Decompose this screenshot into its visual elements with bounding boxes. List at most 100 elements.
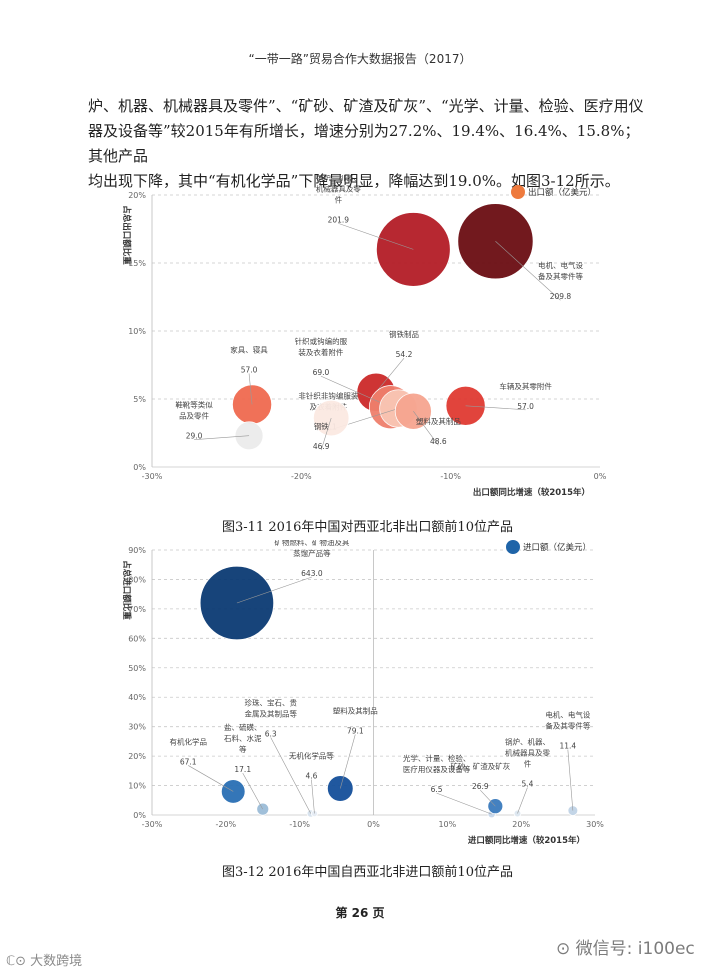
y-tick-label: 80% — [128, 575, 146, 584]
page-number: 第 26 页 — [335, 906, 385, 920]
y-tick-label: 10% — [128, 327, 146, 336]
leader-line — [248, 373, 253, 405]
bubble-value: 643.0 — [301, 569, 323, 578]
x-tick-label: -20% — [291, 472, 312, 481]
leader-line — [242, 772, 264, 810]
bubble-label: 锅炉、机器、 — [316, 175, 361, 182]
bubble — [394, 392, 432, 430]
bubble-label: 电机、电气设 — [545, 710, 590, 720]
bubble — [220, 779, 246, 804]
y-tick-label: 30% — [128, 723, 146, 732]
x-axis-title: 出口额同比增速（较2015年） — [473, 487, 590, 498]
bubble-label: 医疗用仪器及设备等 — [403, 764, 471, 774]
body-paragraph: 炉、机器、机械器具及零件”、“矿砂、矿渣及矿灰”、“光学、计量、检验、医疗用仪 … — [88, 94, 648, 194]
leader-line — [311, 779, 315, 814]
bubble-value: 57.0 — [517, 402, 534, 411]
bubble-value: 69.0 — [313, 368, 330, 377]
bubble-label: 光学、计量、检验、 — [403, 753, 471, 763]
leader-line — [567, 749, 574, 811]
x-tick-label: 0% — [367, 820, 380, 829]
y-tick-label: 90% — [128, 546, 146, 555]
x-tick-label: -10% — [289, 820, 310, 829]
bubble-value: 79.1 — [347, 727, 364, 736]
import-bubble-chart: 0% 10% 20% 30% 40% 50% 60% 70% 80% 90% -30% -20% -10… — [121, 540, 604, 845]
bubble-label: 件 — [524, 759, 532, 769]
bubble-value: 54.2 — [396, 350, 413, 359]
bubble-label: 装及衣着附件 — [298, 347, 343, 357]
legend-marker — [506, 540, 520, 554]
wechat-icon: ⊙ — [556, 939, 576, 959]
paragraph-line: 器及设备等”较2015年有所增长，增速分别为27.2%、19.4%、16.4%、… — [88, 122, 640, 165]
paragraph-line: 炉、机器、机械器具及零件”、“矿砂、矿渣及矿灰”、“光学、计量、检验、医疗用仪 — [88, 97, 644, 115]
bubble-label: 盐、硫磺、 — [224, 722, 262, 732]
bubble-value: 6.3 — [265, 730, 277, 739]
legend-label: 进口额（亿美元） — [523, 542, 591, 553]
export-bubble-chart: 0% 5% 10% 15% 20% -30% -20% -10% 0% 占总出口额比重出口额同比增… — [121, 175, 607, 498]
bubble-label: 蒸馏产品等 — [293, 548, 331, 558]
y-tick-label: 15% — [128, 259, 146, 268]
legend-marker — [511, 185, 525, 199]
bubble-value: 57.0 — [241, 365, 258, 374]
bubble-value: 209.8 — [550, 292, 572, 301]
y-tick-label: 10% — [128, 782, 146, 791]
leader-line — [320, 375, 392, 408]
x-tick-label: 30% — [586, 820, 604, 829]
bubble-label: 无机化学品等 — [289, 751, 334, 761]
bubble-label: 石料、水泥 — [224, 733, 262, 743]
bubble-value: 17.1 — [234, 765, 251, 774]
figure-caption-3-11: 图3-11 2016年中国对西亚北非出口额前10位产品 — [222, 520, 513, 535]
y-axis-title: 占总出口额比重 — [121, 205, 132, 265]
x-tick-label: -30% — [142, 820, 163, 829]
leader-line — [495, 241, 561, 301]
bubble-label: 塑料及其制品 — [416, 416, 461, 426]
y-axis-title: 占总进口额比重 — [121, 560, 132, 620]
leader-line — [339, 734, 356, 789]
watermark-left: ℂ⊙ 大数跨境 — [6, 954, 83, 969]
bubble-value: 4.6 — [305, 772, 317, 781]
bubble-label: 机械器具及零 — [316, 183, 361, 193]
bubble — [457, 203, 534, 280]
leader-line — [236, 576, 313, 604]
y-tick-label: 60% — [128, 634, 146, 643]
bubble-label: 机械器具及零 — [505, 748, 550, 758]
bubble-label: 钢铁 — [314, 421, 329, 431]
leader-line — [270, 737, 312, 814]
bubble-value: 5.4 — [522, 780, 534, 789]
leader-line — [194, 435, 250, 441]
y-tick-label: 0% — [133, 463, 146, 472]
bubble-value: 26.9 — [472, 782, 489, 791]
x-tick-label: 0% — [594, 472, 607, 481]
x-tick-label: 10% — [438, 820, 456, 829]
bubble-value: 11.4 — [559, 742, 576, 751]
y-tick-label: 0% — [133, 811, 146, 820]
bubble-label: 备及其零件等 — [538, 271, 583, 281]
x-tick-label: -20% — [215, 820, 236, 829]
bubble-label: 矿物燃料、矿物油及其 — [274, 540, 349, 547]
bubble — [567, 805, 579, 816]
y-tick-label: 70% — [128, 605, 146, 614]
bubble-label: 珍珠、宝石、贵 — [244, 698, 297, 708]
legend-label: 出口额（亿美元） — [528, 187, 596, 198]
y-tick-label: 5% — [133, 395, 146, 404]
leader-line — [465, 405, 526, 411]
leader-line — [188, 765, 234, 792]
x-tick-label: 20% — [512, 820, 530, 829]
bubble-label: 车辆及其零附件 — [499, 381, 552, 391]
x-axis-title: 进口额同比增速（较2015年） — [468, 835, 585, 845]
leader-line — [338, 223, 414, 250]
bubble-label: 电机、电气设 — [538, 260, 583, 270]
leader-line — [320, 417, 332, 451]
page-header: “一带一路”贸易合作大数据报告（2017） — [248, 52, 472, 66]
leader-line — [436, 792, 492, 815]
bubble-label: 锅炉、机器、 — [505, 737, 550, 747]
x-tick-label: -30% — [142, 472, 163, 481]
bubble-value: 201.9 — [328, 215, 350, 224]
bubble — [375, 212, 451, 287]
figure-caption-3-12: 图3-12 2016年中国自西亚北非进口额前10位产品 — [222, 865, 513, 880]
bubble-label: 金属及其制品等 — [244, 709, 297, 719]
bubble-label: 备及其零件等 — [545, 721, 590, 731]
y-tick-label: 50% — [128, 664, 146, 673]
watermark-logo-icon: ℂ⊙ — [6, 954, 31, 969]
bubble-label: 非针织非钩编服装 — [298, 391, 358, 401]
bubble-label: 有机化学品 — [169, 736, 207, 746]
